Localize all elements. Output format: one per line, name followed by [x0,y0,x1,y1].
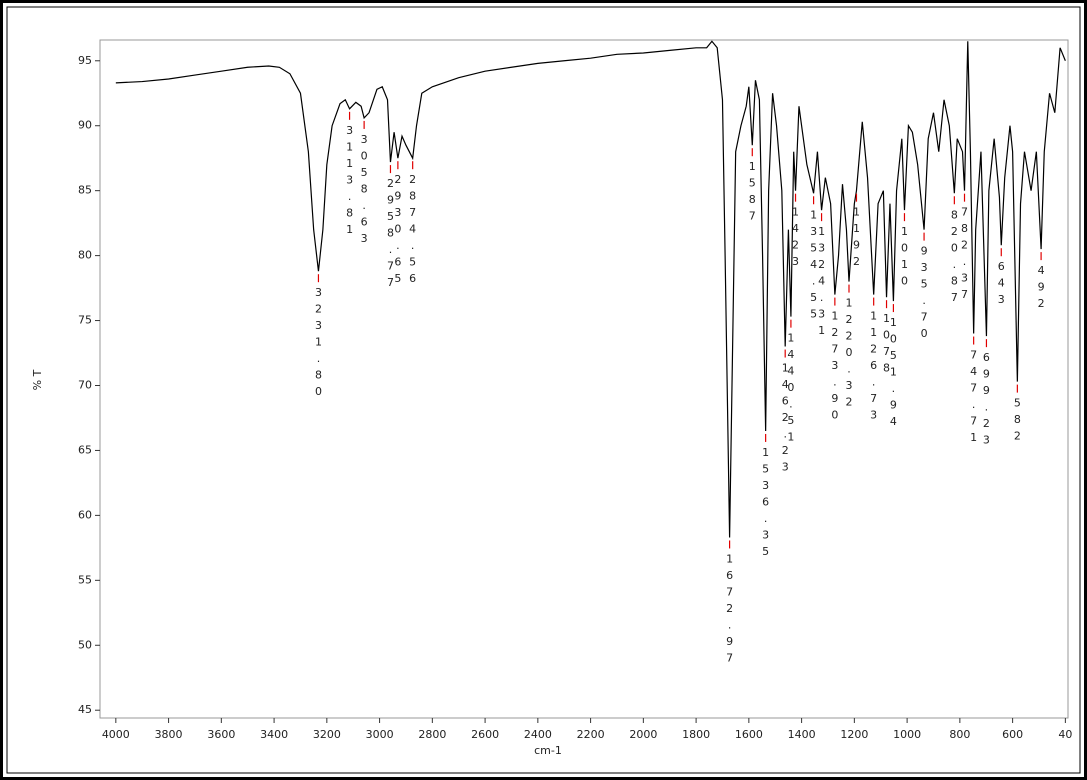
inner-frame [6,6,1081,774]
y-tick-label: 50 [78,638,92,651]
peak-label: 935.70 [918,245,931,344]
x-tick-label: 4000 [102,728,130,741]
peak-label: 1354.55 [807,208,820,324]
y-tick-label: 80 [78,249,92,262]
x-tick-label: 1600 [735,728,763,741]
x-tick-label: 1800 [682,728,710,741]
x-tick-label: 2800 [418,728,446,741]
x-tick-label: 600 [1002,728,1023,741]
y-axis-label: % T [31,369,44,390]
peak-label: 782.37 [958,206,971,305]
peak-label: 3058.63 [358,133,371,249]
y-tick-label: 55 [78,573,92,586]
x-tick-label: 3400 [260,728,288,741]
peak-label: 1273.90 [828,310,841,426]
x-tick-label: 1400 [788,728,816,741]
peak-label: 2874.56 [406,173,419,289]
peak-label: 699.23 [980,351,993,450]
y-tick-label: 85 [78,184,92,197]
peak-label: 1220.32 [842,297,855,413]
peak-label: 1536.35 [759,446,772,561]
x-tick-label: 3800 [155,728,183,741]
peak-label: 1587 [746,160,759,226]
x-tick-label: 2600 [471,728,499,741]
peak-label: 582 [1011,397,1024,447]
peak-label: 1010 [898,225,911,291]
peak-label: 1324.31 [815,225,828,340]
y-tick-label: 70 [78,378,92,391]
plot-frame [99,39,1069,719]
peak-label: 1126.73 [867,310,880,426]
peak-label: 1672.97 [723,552,736,668]
peak-label: 1423 [789,206,802,272]
x-tick-label: 2200 [577,728,605,741]
peak-label: 1051.94 [887,316,900,432]
peak-label: 1462.23 [779,362,792,478]
y-tick-label: 45 [78,703,92,716]
y-tick-label: 90 [78,119,92,132]
x-axis-label: cm-1 [534,744,562,757]
peak-label: 1078 [880,312,893,378]
peak-label: 492 [1035,264,1048,314]
y-tick-label: 75 [78,314,92,327]
y-tick-label: 65 [78,443,92,456]
peak-label: 3113.81 [343,124,356,240]
peak-label: 643 [995,260,1008,310]
x-tick-label: 3000 [366,728,394,741]
x-tick-label: 2000 [629,728,657,741]
x-tick-label: 1200 [840,728,868,741]
x-tick-label: 800 [949,728,970,741]
x-tick-label: 1000 [893,728,921,741]
spectrum-line [115,40,1066,538]
peak-label: 820.87 [948,208,961,307]
x-tick-label: 40 [1058,728,1072,741]
peak-label: 2958.77 [384,177,397,293]
peak-label: 2930.65 [391,173,404,289]
x-tick-label: 3200 [313,728,341,741]
peak-label: 747.71 [967,349,980,448]
x-tick-label: 3600 [207,728,235,741]
y-tick-label: 95 [78,54,92,67]
peak-label: 1440.51 [784,332,797,448]
peak-label: 3231.80 [312,286,325,402]
y-tick-label: 60 [78,508,92,521]
peak-label: 1192 [850,206,863,272]
x-tick-label: 2400 [524,728,552,741]
